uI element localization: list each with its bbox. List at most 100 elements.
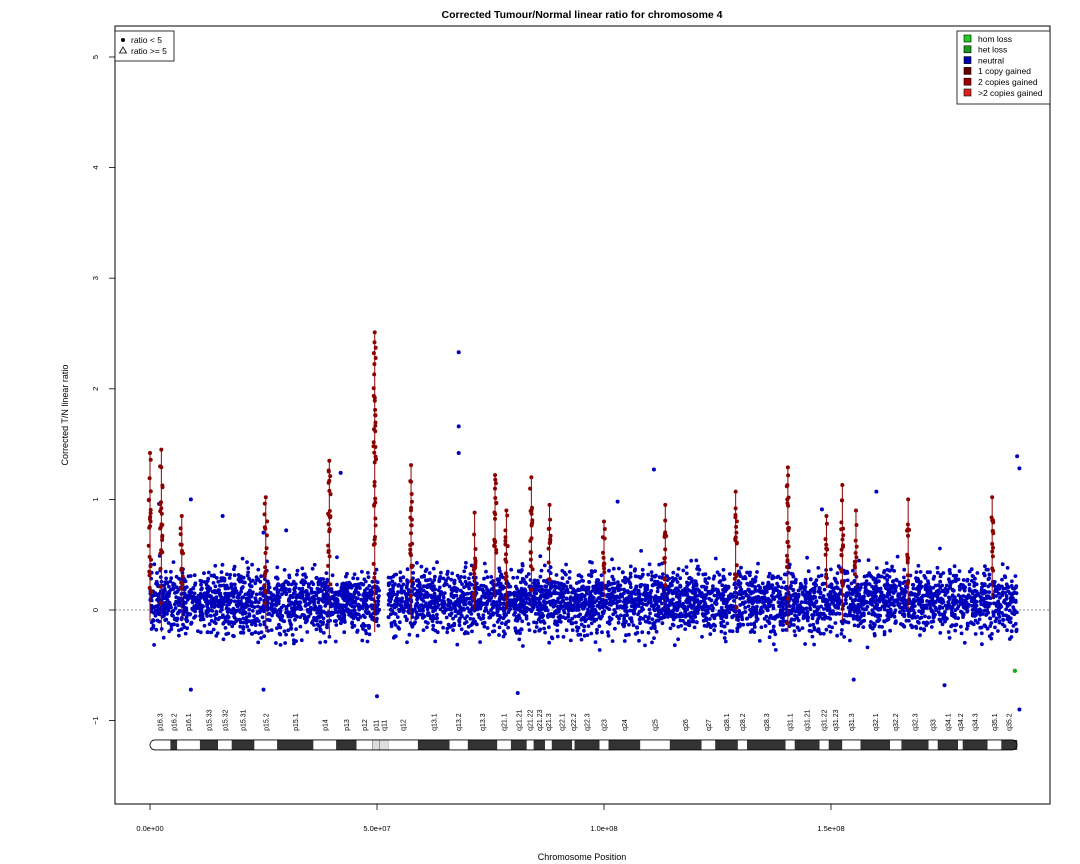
neutral-point (301, 582, 306, 587)
neutral-point (491, 605, 495, 610)
neutral-point (576, 625, 581, 630)
neutral-point (344, 574, 348, 579)
neutral-point (639, 549, 643, 553)
x-tick-label: 0.0e+00 (136, 824, 163, 833)
neutral-point (551, 614, 556, 618)
neutral-point (997, 610, 1002, 615)
neutral-point (723, 631, 727, 636)
neutral-point (704, 616, 709, 620)
neutral-point (886, 589, 891, 594)
neutral-point (319, 614, 324, 619)
neutral-point (560, 568, 565, 573)
neutral-point (302, 572, 307, 577)
neutral-point (225, 572, 229, 577)
neutral-point (457, 623, 462, 628)
neutral-point (563, 616, 568, 621)
neutral-point (428, 582, 433, 587)
neutral-point (273, 597, 278, 602)
neutral-point (994, 594, 999, 598)
neutral-point (736, 579, 741, 583)
neutral-point (738, 613, 743, 618)
neutral-point (524, 582, 528, 586)
neutral-point (227, 576, 232, 580)
neutral-point (439, 590, 444, 594)
neutral-point (399, 587, 404, 591)
neutral-point (387, 595, 392, 600)
neutral-point (310, 620, 314, 625)
neutral-point (702, 593, 707, 597)
neutral-point (233, 586, 238, 590)
neutral-point (477, 587, 482, 592)
neutral-point (426, 613, 430, 617)
neutral-point (678, 611, 683, 616)
neutral-point (220, 607, 224, 612)
neutral-point (794, 577, 798, 582)
neutral-point (939, 598, 944, 602)
neutral-point (164, 580, 169, 584)
neutral-point (923, 614, 927, 619)
neutral-point (444, 615, 449, 620)
neutral-point (413, 607, 417, 611)
neutral-point (585, 610, 590, 615)
neutral-point (844, 620, 848, 624)
neutral-point (335, 582, 339, 587)
neutral-point (693, 613, 697, 618)
neutral-point (556, 615, 561, 619)
neutral-point (808, 623, 812, 628)
neutral-point (439, 570, 443, 575)
neutral-point (492, 623, 496, 628)
neutral-point (298, 624, 303, 629)
neutral-point (721, 574, 726, 579)
neutral-point (640, 630, 645, 635)
neutral-point (417, 606, 421, 611)
neutral-point (747, 587, 751, 592)
neutral-point (312, 562, 317, 567)
neutral-point (721, 591, 725, 596)
neutral-point (247, 576, 252, 581)
neutral-point (803, 577, 808, 582)
neutral-point (515, 575, 520, 580)
neutral-point (671, 597, 675, 602)
neutral-point (321, 631, 326, 635)
neutral-point (800, 585, 805, 590)
neutral-point (988, 596, 993, 600)
neutral-point (253, 600, 258, 604)
neutral-point (551, 599, 556, 604)
neutral-point (1008, 620, 1013, 625)
neutral-point (335, 555, 339, 560)
neutral-point (938, 631, 943, 635)
neutral-point (234, 617, 239, 622)
neutral-point (524, 616, 529, 621)
neutral-point (889, 597, 894, 601)
neutral-point (298, 591, 303, 595)
neutral-point (700, 634, 704, 639)
neutral-point (474, 581, 479, 586)
neutral-point (856, 598, 861, 603)
neutral-point (866, 593, 871, 598)
neutral-point (1009, 629, 1014, 634)
neutral-point (570, 616, 574, 621)
neutral-point (878, 586, 883, 591)
neutral-point (232, 573, 237, 578)
neutral-point (571, 587, 576, 591)
neutral-point (318, 578, 323, 582)
neutral-point (885, 581, 890, 586)
neutral-point (266, 629, 271, 633)
neutral-point (766, 581, 771, 585)
neutral-point (497, 625, 502, 630)
neutral-point (583, 597, 588, 602)
neutral-point (316, 582, 321, 587)
neutral-point (511, 575, 516, 580)
neutral-point (918, 570, 923, 574)
neutral-point (821, 594, 826, 598)
neutral-point (361, 593, 365, 598)
neutral-point (961, 578, 966, 582)
neutral-point (310, 566, 315, 571)
neutral-point (597, 648, 602, 652)
neutral-point (722, 636, 727, 640)
neutral-point (815, 607, 820, 611)
neutral-point (343, 584, 348, 589)
neutral-point (885, 618, 889, 622)
neutral-point (809, 629, 814, 634)
neutral-point (293, 590, 297, 594)
